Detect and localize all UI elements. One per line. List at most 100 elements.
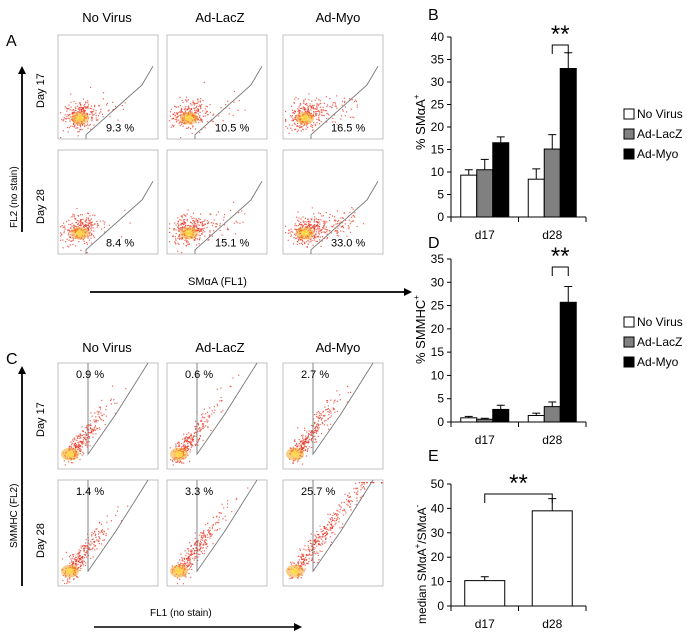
panel-e-y-label: median SMαA+/SMαA- (413, 504, 429, 624)
panel-e-bar-0-1 (531, 510, 573, 607)
panel-b-ytick-label: 35 (431, 53, 445, 67)
panel-a-plot-1-1-percent: 15.1 % (215, 238, 249, 250)
panel-b-legend-label-1: Ad-LacZ (637, 127, 682, 141)
panel-a-plot-0-2-gate (310, 65, 379, 139)
panel-b-ytick-label: 15 (431, 143, 445, 157)
panel-d: D % SMMHC+ 0 5 10 15 20 25 30 35 d17 d28 ** No Viru… (412, 235, 683, 447)
panel-c-col-ad-lacz: Ad-LacZ (195, 340, 244, 355)
panel-d-letter: D (428, 235, 440, 252)
panel-d-ytick-label: 15 (431, 345, 445, 359)
panel-a-letter: A (6, 33, 17, 50)
panel-a-plot-1-2-dots (285, 207, 365, 248)
panel-d-y-label: % SMMHC+ (412, 295, 428, 364)
panel-d-bar-2-0 (492, 408, 510, 423)
panel-d-bar-1-1 (543, 406, 561, 423)
panel-c-plot-1-2-percent: 25.7 % (301, 486, 335, 498)
panel-d-ytick-label: 35 (431, 252, 445, 266)
panel-c-plot-1-2-gate (312, 479, 374, 573)
panel-c-plot-0-2-percent: 2.7 % (301, 369, 329, 381)
panel-a-plot-0-1-core-hot (185, 115, 193, 122)
panel-a-row-day28: Day 28 (35, 189, 47, 224)
panel-e-ytick-label: 40 (431, 501, 445, 515)
panel-a-plot-0-2: 16.5 % (282, 34, 384, 140)
panel-a-plot-0-1: 10.5 % (166, 34, 268, 140)
panel-c-plot-0-0-gate (87, 362, 149, 456)
panel-a-plot-0-0-gate (85, 65, 154, 139)
panel-b-legend-swatch-1 (623, 128, 635, 140)
panel-a-col-ad-myo: Ad-Myo (316, 10, 361, 25)
panel-e-ytick-label: 10 (431, 575, 445, 589)
panel-b-sig-label: ** (551, 21, 570, 48)
panel-e-letter: E (428, 448, 439, 465)
panel-a-plot-1-0-core-hot (76, 230, 84, 237)
panel-e-ytick-label: 30 (431, 526, 445, 540)
panel-a-plot-0-1-gate (194, 65, 263, 139)
panel-d-legend-swatch-2 (623, 356, 635, 368)
panel-e-sig-bracket (484, 493, 553, 503)
panel-b-sig-bracket (551, 44, 569, 54)
panel-b-ytick-label: 20 (431, 120, 445, 134)
panel-c-plot-0-0-percent: 0.9 % (76, 369, 104, 381)
panel-b-bar-1-1 (543, 148, 561, 218)
panel-a-plot-0-0-core-hot (76, 115, 84, 122)
panel-a-plot-1-2-gate (310, 180, 379, 254)
panel-a-y-label: FL2 (no stain) (9, 166, 20, 228)
panel-b-bar-1-0 (476, 169, 494, 218)
panel-a-plot-1-1-gate (194, 180, 263, 254)
panel-e-sig-label: ** (509, 470, 528, 497)
panel-a-plot-1-2: 33.0 % (282, 149, 384, 255)
panel-d-legend-label-2: Ad-Myo (637, 355, 679, 369)
panel-c: C No Virus Ad-LacZ Ad-Myo SMMHC (FL2) Da… (6, 340, 384, 631)
panel-a-plot-1-0-gate (85, 180, 154, 254)
panel-c-plot-1-2: 25.7 % (282, 479, 384, 587)
panel-c-plot-0-0: 0.9 % (57, 362, 159, 470)
panel-b-ytick-label: 25 (431, 98, 445, 112)
panel-d-xtick-label: d28 (542, 433, 562, 447)
panel-d-sig-label: ** (551, 243, 570, 270)
panel-c-plot-1-0-core-hot (66, 567, 74, 575)
panel-b-legend-label-2: Ad-Myo (637, 147, 679, 161)
panel-a-plot-1-0-percent: 8.4 % (106, 238, 134, 250)
panel-a-plot-0-0-frame (57, 34, 159, 140)
panel-d-ytick-label: 0 (437, 415, 444, 429)
panel-c-plot-0-0-core-hot (66, 450, 74, 458)
panel-a-row-day17: Day 17 (35, 73, 47, 108)
panel-e-ytick-label: 0 (437, 599, 444, 613)
panel-b-xtick-label: d28 (542, 228, 562, 242)
panel-c-plot-1-2-core-hot (291, 567, 299, 575)
panel-c-x-label: FL1 (no stain) (150, 608, 212, 619)
panel-b-bar-0-0 (460, 174, 478, 218)
panel-b-bar-0-1 (527, 178, 545, 218)
panel-c-plot-1-0-percent: 1.4 % (76, 486, 104, 498)
panel-b-xtick-label: d17 (475, 228, 495, 242)
panel-c-col-ad-myo: Ad-Myo (316, 340, 361, 355)
panel-c-plot-0-1-percent: 0.6 % (185, 369, 213, 381)
panel-a-plot-0-0-percent: 9.3 % (106, 123, 134, 135)
panel-c-letter: C (6, 351, 18, 368)
panel-e-ytick-label: 20 (431, 550, 445, 564)
panel-e-bar-0-0 (464, 580, 506, 607)
panel-c-plot-1-1: 3.3 % (166, 479, 268, 587)
panel-e: E median SMαA+/SMαA- 0 10 20 30 40 50 d17 d28 ** (413, 448, 587, 631)
panel-b-ytick-label: 10 (431, 165, 445, 179)
panel-b-ytick-label: 30 (431, 75, 445, 89)
panel-c-row-day28: Day 28 (35, 523, 47, 558)
panel-d-ytick-label: 30 (431, 275, 445, 289)
panel-c-y-label: SMMHC (FL2) (9, 484, 20, 548)
panel-b-ytick-label: 5 (437, 188, 444, 202)
panel-c-col-no-virus: No Virus (82, 340, 132, 355)
panel-d-ytick-label: 10 (431, 368, 445, 382)
panel-c-plot-1-0-gate (87, 479, 149, 573)
panel-a-plot-1-2-core-hot (301, 230, 309, 237)
panel-c-plot-0-2: 2.7 % (282, 362, 384, 470)
panel-b-letter: B (428, 7, 439, 24)
panel-c-plot-1-0: 1.4 % (57, 479, 159, 587)
panel-a-plot-0-2-core-hot (301, 115, 309, 122)
panel-a-plot-0-1-percent: 10.5 % (215, 123, 249, 135)
panel-d-bar-1-0 (476, 418, 494, 423)
panel-b-legend-label-0: No Virus (637, 107, 683, 121)
panel-e-xtick-label: d17 (475, 617, 495, 631)
panel-a-plot-1-1: 15.1 % (166, 149, 268, 255)
panel-d-bar-0-0 (460, 417, 478, 423)
panel-d-xtick-label: d17 (475, 433, 495, 447)
